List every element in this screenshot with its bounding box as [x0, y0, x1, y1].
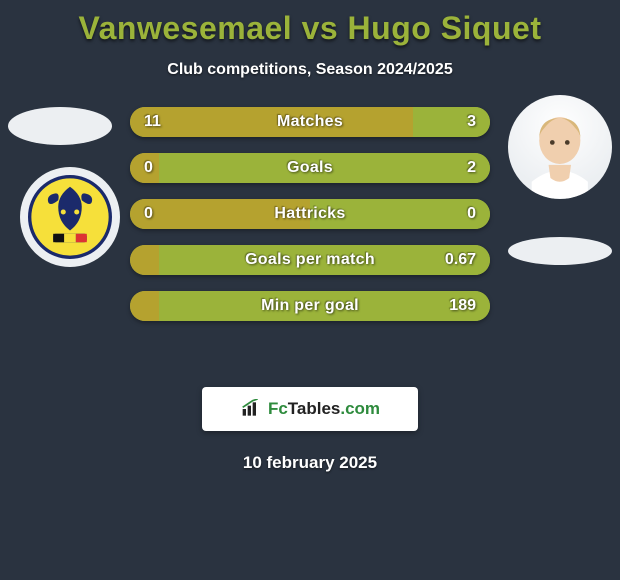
stat-rows: Matches113Goals02Hattricks00Goals per ma…	[130, 107, 490, 321]
fctables-logo: FcTables.com	[202, 387, 418, 431]
logo-text: FcTables.com	[268, 399, 380, 419]
player1-club-crest	[20, 167, 120, 267]
page-title: Vanwesemael vs Hugo Siquet	[0, 0, 620, 47]
comparison-card: Vanwesemael vs Hugo Siquet Club competit…	[0, 0, 620, 580]
stat-value-left	[130, 291, 158, 321]
player2-avatar	[508, 95, 612, 199]
stat-value-left	[130, 245, 158, 275]
comparison-area: Matches113Goals02Hattricks00Goals per ma…	[0, 107, 620, 357]
stat-value-right: 0.67	[431, 245, 490, 275]
stat-row: Goals0 2	[130, 153, 490, 183]
player1-avatar-placeholder	[8, 107, 112, 145]
stat-value-left: 0	[130, 199, 167, 229]
logo-prefix: Fc	[268, 399, 288, 418]
stat-label: Hattricks	[130, 199, 490, 229]
stat-value-right: 189	[435, 291, 490, 321]
stat-row: Goals per match0.67	[130, 245, 490, 275]
stat-value-right: 2	[453, 153, 490, 183]
logo-dotcom: .com	[340, 399, 380, 418]
logo-suffix: Tables	[288, 399, 341, 418]
face-icon	[508, 95, 612, 199]
subtitle: Club competitions, Season 2024/2025	[0, 61, 620, 79]
stat-value-left: 11	[130, 107, 175, 137]
stat-label: Goals	[130, 153, 490, 183]
stat-value-left: 0	[130, 153, 167, 183]
bars-icon	[240, 399, 262, 419]
stat-label: Matches	[130, 107, 490, 137]
player2-club-placeholder	[508, 237, 612, 265]
stat-row: Min per goal189	[130, 291, 490, 321]
club-crest-icon	[20, 167, 120, 267]
stat-row: Hattricks0 0	[130, 199, 490, 229]
stat-value-right: 3	[453, 107, 490, 137]
stat-row: Matches11 3	[130, 107, 490, 137]
stat-value-right: 0	[453, 199, 490, 229]
date-text: 10 february 2025	[0, 453, 620, 473]
